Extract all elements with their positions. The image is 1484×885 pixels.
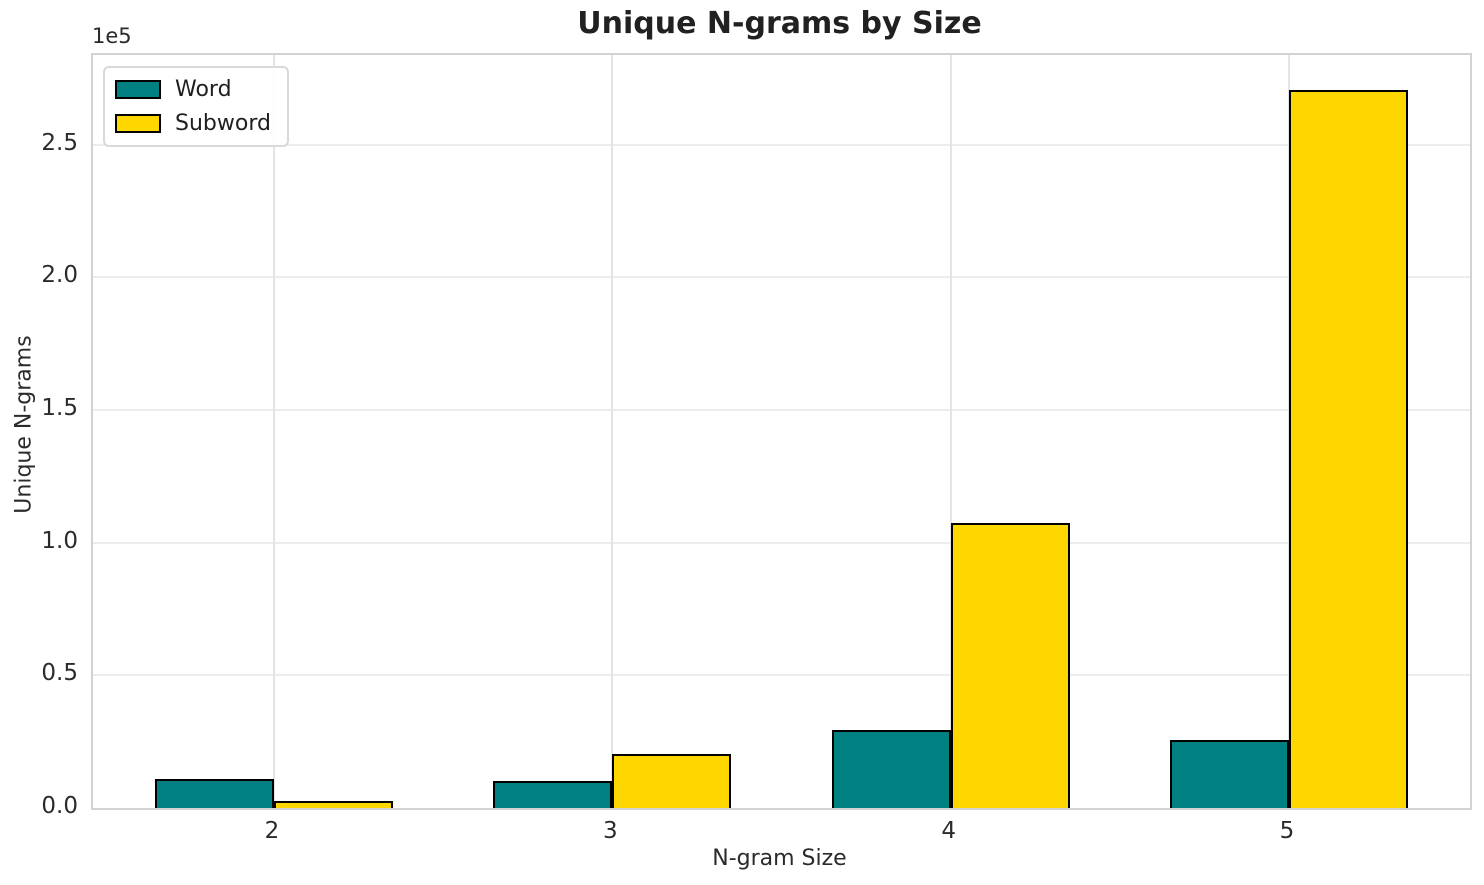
h-gridline — [93, 541, 1470, 544]
x-tick-label: 2 — [264, 818, 280, 844]
bar-word-5 — [1169, 740, 1289, 808]
legend-swatch-word — [115, 80, 161, 99]
legend-item-subword: Subword — [115, 111, 271, 136]
bar-subword-2 — [274, 801, 393, 808]
bar-word-2 — [155, 778, 274, 808]
h-gridline — [93, 276, 1470, 279]
h-gridline — [93, 409, 1470, 411]
y-axis-offset-label: 1e5 — [92, 24, 132, 48]
v-gridline — [949, 55, 952, 808]
h-gridline — [93, 143, 1470, 146]
legend-label: Word — [175, 77, 232, 102]
bar-subword-4 — [950, 522, 1070, 808]
y-tick-label: 1.5 — [41, 395, 78, 421]
y-tick-label: 0.0 — [41, 793, 78, 819]
x-tick-label: 4 — [941, 818, 956, 844]
y-tick-label: 2.5 — [41, 129, 78, 156]
legend: Word Subword — [103, 66, 289, 147]
x-tick-label: 5 — [1279, 818, 1295, 844]
v-gridline — [611, 55, 614, 808]
y-axis-label: Unique N-grams — [11, 335, 37, 514]
bar-subword-5 — [1288, 90, 1408, 808]
legend-label: Subword — [175, 111, 271, 136]
y-tick-label: 1.0 — [41, 527, 78, 554]
plot-area: Word Subword — [91, 53, 1472, 810]
y-tick-label: 0.5 — [41, 660, 78, 687]
bar-subword-3 — [612, 753, 732, 808]
y-tick-label: 2.0 — [41, 262, 78, 289]
legend-swatch-subword — [115, 114, 161, 133]
x-axis-label: N-gram Size — [712, 846, 847, 871]
v-gridline — [273, 55, 275, 808]
bar-word-3 — [493, 781, 613, 808]
bar-word-4 — [831, 729, 951, 808]
legend-item-word: Word — [115, 77, 271, 102]
h-gridline — [93, 674, 1470, 677]
chart-title: Unique N-grams by Size — [577, 6, 982, 41]
x-tick-label: 3 — [603, 818, 618, 844]
